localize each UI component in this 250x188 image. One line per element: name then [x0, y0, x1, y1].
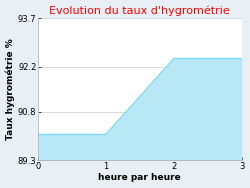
X-axis label: heure par heure: heure par heure: [98, 174, 181, 182]
Title: Evolution du taux d'hygrométrie: Evolution du taux d'hygrométrie: [50, 6, 230, 16]
Y-axis label: Taux hygrométrie %: Taux hygrométrie %: [6, 38, 15, 140]
